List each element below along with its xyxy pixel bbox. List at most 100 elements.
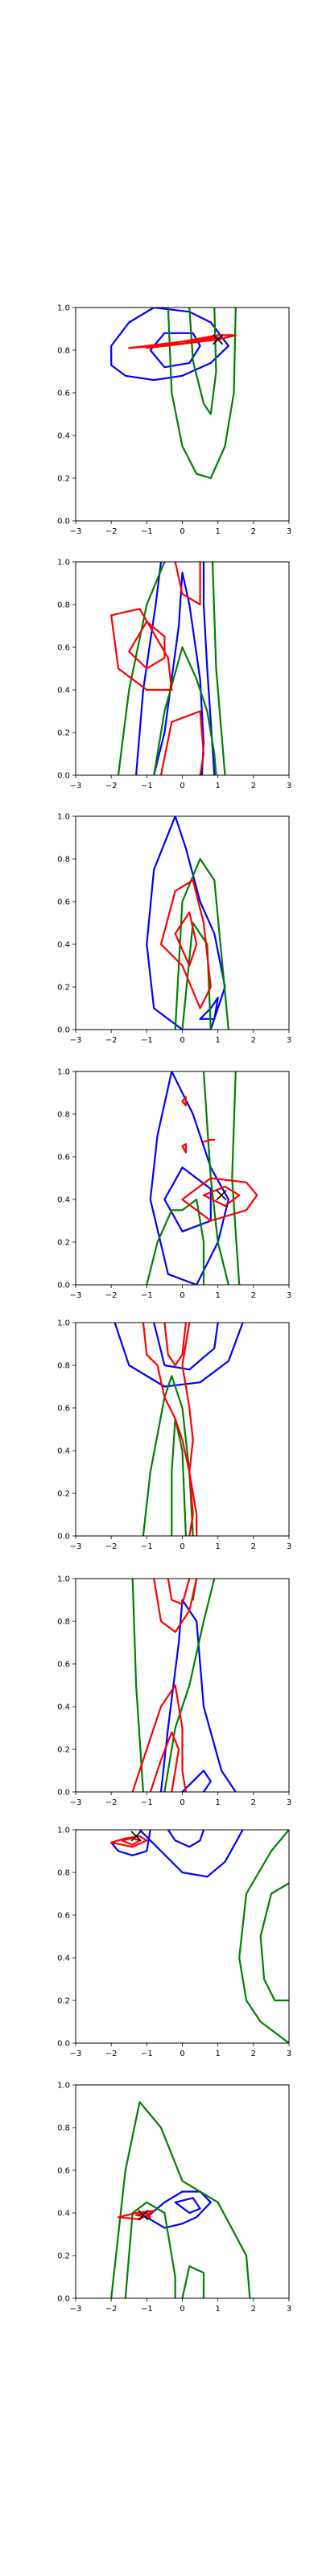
x-tick-label: 0 [180,527,184,536]
y-tick-label: 0.8 [57,1869,70,1878]
green-contour-line [188,308,217,415]
green-contour-line [117,562,166,775]
x-tick-label: 0 [180,782,184,791]
x-tick-label: 0 [180,2050,184,2058]
y-tick-label: 0.6 [57,1661,70,1670]
x-tick-label: 3 [287,2050,291,2058]
x-tick-label: −2 [105,1036,118,1045]
subplot-2: −3 −2 −1 0 1 2 3 0.0 0.2 0.4 0.6 0.8 1.0 [57,559,291,791]
y-tick-label: 0.6 [57,1405,70,1414]
y-tick-label: 1.0 [57,813,70,822]
x-tick-label: 3 [287,782,291,791]
x-tick-label: 3 [287,1036,291,1045]
blue-contour-line [110,1830,151,1856]
red-contour-line [146,336,219,349]
y-tick-label: 0.6 [57,2167,70,2176]
red-contour-line [202,1138,216,1143]
x-tick-label: 1 [215,1036,220,1045]
blue-contour-line [167,1830,205,1848]
y-tick-label: 0.4 [57,1447,70,1456]
red-contour-line [159,879,212,1009]
y-tick-label: 0.4 [57,432,70,441]
y-tick-label: 0.4 [57,1196,70,1205]
y-tick-label: 0.8 [57,856,70,865]
y-tick-label: 0.8 [57,1362,70,1371]
red-contour-line [181,1096,187,1107]
red-contour-line [117,2210,155,2220]
red-contour-line [142,1323,194,1536]
y-tick-label: 0.8 [57,1618,70,1627]
y-tick-label: 0.4 [57,1703,70,1712]
blue-contour-line [149,332,201,369]
x-tick-label: 1 [215,527,220,536]
blue-contour-line [146,816,226,1030]
y-tick-label: 0.0 [57,2040,70,2049]
x-tick-label: 3 [287,1542,291,1551]
y-tick-label: 0.2 [57,1490,70,1499]
x-tick-label: 3 [287,2305,291,2314]
y-tick-label: 0.2 [57,1746,70,1755]
blue-contour-line [146,2190,212,2229]
green-contour-line [211,562,226,775]
axes-frame [75,307,290,522]
y-tick-label: 0.6 [57,1912,70,1921]
x-tick-label: −3 [70,2305,82,2314]
y-tick-label: 0.2 [57,1239,70,1248]
y-tick-label: 0.0 [57,1026,70,1035]
y-tick-label: 0.2 [57,984,70,993]
y-tick-label: 0.6 [57,644,70,653]
x-tick-label: 1 [215,2050,220,2058]
x-tick-label: −3 [70,1036,82,1045]
blue-contour-line [114,1323,244,1388]
axes-frame [75,1829,290,2044]
y-tick-label: 0.0 [57,772,70,781]
x-tick-label: −3 [70,1798,82,1807]
plot-area [114,1323,244,1536]
plot-area [131,1579,237,1792]
x-tick-label: −2 [105,2305,118,2314]
y-tick-label: 0.6 [57,898,70,907]
x-tick-label: 3 [287,1291,291,1300]
y-tick-label: 0.8 [57,601,70,610]
x-tick-label: 0 [180,1036,184,1045]
y-tick-label: 0.8 [57,347,70,356]
subplot-5: −3 −2 −1 0 1 2 3 0.0 0.2 0.4 0.6 0.8 1.0 [57,1319,291,1552]
y-tick-label: 0.0 [57,1282,70,1290]
x-tick-label: 0 [180,1798,184,1807]
y-tick-label: 0.8 [57,1111,70,1120]
x-tick-label: −1 [141,2050,153,2058]
y-tick-label: 0.0 [57,518,70,526]
x-tick-label: 2 [251,527,256,536]
x-tick-label: 3 [287,527,291,536]
plot-area [110,308,237,480]
x-tick-label: 0 [180,1542,184,1551]
green-contour-line [146,1198,205,1285]
blue-contour-line [138,1830,244,1878]
subplot-4: −3 −2 −1 0 1 2 3 0.0 0.2 0.4 0.6 0.8 1.0 [57,1068,291,1301]
y-tick-label: 0.0 [57,1789,70,1798]
y-tick-label: 0.4 [57,941,70,950]
x-tick-label: −3 [70,782,82,791]
x-tick-label: −2 [105,527,118,536]
subplot-1: −3 −2 −1 0 1 2 3 0.0 0.2 0.4 0.6 0.8 1.0 [57,304,291,537]
x-marker [213,334,224,345]
plot-area [110,562,226,775]
y-tick-label: 0.4 [57,2210,70,2219]
y-tick-label: 0.6 [57,390,70,398]
subplot-3: −3 −2 −1 0 1 2 3 0.0 0.2 0.4 0.6 0.8 1.0 [57,813,291,1046]
x-tick-label: −3 [70,527,82,536]
plot-area [110,1830,289,2043]
red-contour-line [121,1837,141,1846]
y-tick-label: 1.0 [57,1319,70,1328]
y-tick-label: 0.0 [57,1533,70,1542]
green-contour-line [231,1071,241,1285]
red-contour-line [202,1186,241,1208]
y-tick-label: 1.0 [57,304,70,313]
blue-contour-line [174,2197,201,2215]
y-tick-label: 1.0 [57,559,70,568]
subplot-7: −3 −2 −1 0 1 2 3 0.0 0.2 0.4 0.6 0.8 1.0 [57,1827,291,2059]
y-tick-label: 0.2 [57,475,70,484]
red-contour-line [174,911,198,967]
blue-contour-line [163,1166,212,1232]
